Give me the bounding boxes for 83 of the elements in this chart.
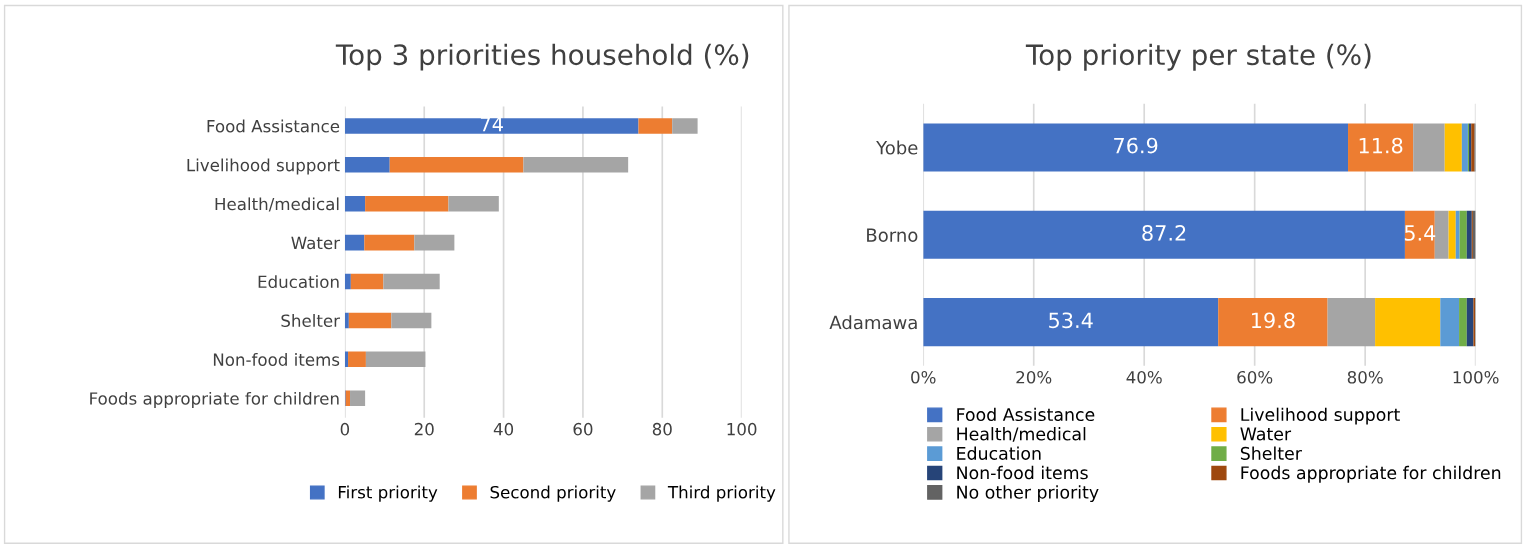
y-tick-label: Non-food items: [213, 353, 340, 366]
bar: [1448, 210, 1456, 259]
bar: [1459, 298, 1467, 347]
bar: [348, 351, 366, 368]
y-tick-label: Borno: [867, 228, 918, 242]
x-tick-label: 100%: [1453, 370, 1499, 384]
chart-title: Top 3 priorities household (%): [335, 43, 749, 71]
bar: [1444, 123, 1462, 172]
data-label: 76.9: [1114, 137, 1158, 154]
x-tick-label: 20: [414, 422, 434, 436]
x-tick-label: 100: [727, 422, 757, 436]
y-tick-label: Education: [258, 275, 339, 289]
legend-label: First priority: [338, 485, 438, 502]
bar: [1434, 210, 1449, 259]
bar: [1413, 123, 1445, 172]
legend-label: Food Assistance: [957, 407, 1095, 422]
bar: [344, 312, 349, 329]
x-tick-label: 0%: [911, 370, 936, 384]
legend-label: Non-food items: [957, 465, 1088, 480]
x-tick-label: 20%: [1016, 370, 1052, 384]
legend-label: Livelihood support: [1241, 407, 1400, 425]
legend-label: Water: [1240, 427, 1292, 441]
y-tick-label: Shelter: [281, 314, 341, 327]
bar: [672, 118, 698, 134]
data-label: 87.2: [1142, 225, 1186, 241]
y-tick-label: Health/medical: [215, 197, 339, 212]
bar: [1466, 210, 1472, 259]
bar: [365, 195, 449, 212]
y-tick-label: Yobe: [876, 140, 918, 155]
legend-label: Shelter: [1240, 446, 1302, 460]
bar: [448, 195, 499, 212]
bar: [638, 118, 673, 134]
x-tick-label: 40: [493, 422, 514, 436]
data-label: 11.8: [1359, 137, 1403, 154]
data-label: 53.4: [1049, 312, 1093, 329]
legend-label: No other priority: [957, 485, 1099, 503]
y-tick-label: Adamawa: [829, 315, 917, 330]
bar: [1461, 123, 1468, 172]
bar: [1218, 298, 1328, 347]
bar: [1440, 298, 1460, 347]
bar: [345, 390, 351, 407]
bar: [1348, 123, 1414, 172]
y-tick-label: Livelihood support: [187, 158, 340, 175]
bar: [923, 298, 1219, 347]
x-tick-label: 80: [652, 422, 672, 436]
legend-label: Third priority: [667, 485, 776, 502]
bar: [1375, 298, 1441, 347]
x-tick-label: 60%: [1237, 370, 1273, 384]
bar: [344, 273, 351, 290]
bar: [344, 351, 349, 368]
bar: [1466, 298, 1474, 347]
bar: [523, 157, 629, 173]
x-tick-label: 80%: [1347, 370, 1383, 384]
bar: [389, 157, 524, 173]
bar: [344, 118, 639, 134]
bar: [1327, 298, 1376, 347]
bar: [923, 210, 1405, 259]
bar: [344, 195, 366, 212]
bar: [344, 234, 365, 251]
data-label: 19.8: [1252, 312, 1295, 329]
y-tick-label: Foods appropriate for children: [90, 391, 339, 409]
x-tick-label: 0: [340, 422, 350, 436]
bar: [414, 234, 455, 251]
x-tick-label: 40%: [1126, 370, 1162, 384]
bar: [350, 390, 366, 407]
bar: [391, 312, 432, 329]
bar: [1455, 210, 1460, 259]
chart-title: Top priority per state (%): [1025, 43, 1371, 71]
y-tick-label: Water: [291, 236, 341, 250]
y-tick-label: Food Assistance: [207, 119, 340, 133]
bar: [383, 273, 440, 290]
legend-label: Health/medical: [957, 427, 1086, 442]
legend-label: Education: [957, 446, 1041, 460]
bar: [923, 123, 1349, 172]
x-tick-label: 60: [573, 422, 593, 436]
bar: [344, 157, 390, 173]
legend-label: Foods appropriate for children: [1241, 465, 1501, 483]
bar: [350, 273, 384, 290]
bar: [365, 351, 426, 368]
legend-label: Second priority: [490, 485, 616, 502]
bar: [1459, 210, 1467, 259]
bar: [348, 312, 392, 329]
bar: [364, 234, 415, 251]
